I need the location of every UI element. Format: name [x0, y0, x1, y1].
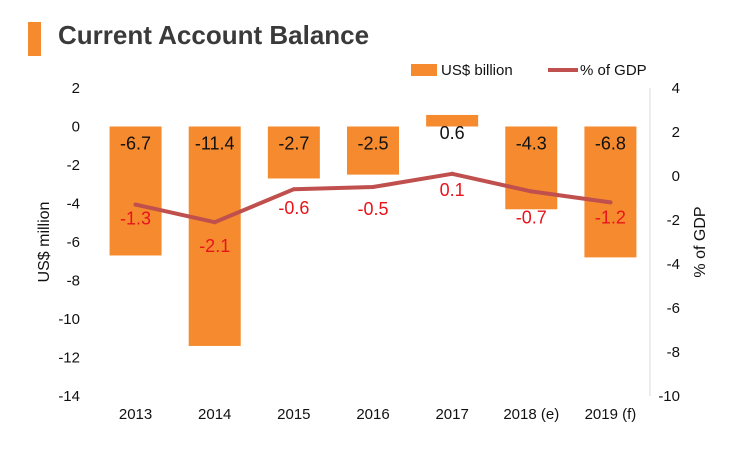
- y-left-tick-label: -14: [58, 388, 80, 405]
- y-right-tick-label: -8: [667, 344, 680, 361]
- bar-data-label: -11.4: [195, 134, 235, 154]
- gdp-point: [212, 220, 217, 225]
- x-tick-label: 2017: [435, 406, 468, 423]
- y-right-tick-label: -10: [658, 388, 680, 405]
- line-data-label: -0.6: [278, 198, 309, 218]
- y-left-tick-label: -10: [58, 311, 80, 328]
- line-data-label: -0.7: [516, 207, 547, 227]
- y-left-tick-label: -8: [67, 273, 80, 290]
- y-left-tick-label: 0: [72, 119, 80, 136]
- bar-2016: [347, 126, 399, 175]
- line-data-label: -0.5: [357, 199, 388, 219]
- chart-title: Current Account Balance: [58, 20, 370, 50]
- y-left-tick-label: -6: [67, 234, 80, 251]
- line-data-label: -2.1: [199, 236, 230, 256]
- gdp-point: [529, 189, 534, 194]
- bar-2019-f-: [584, 126, 637, 258]
- y-left-tick-label: -2: [67, 157, 80, 174]
- gdp-point: [133, 202, 138, 207]
- bar-data-label: -2.5: [357, 134, 388, 154]
- title-accent-bar: [28, 22, 41, 56]
- bar-data-label: -4.3: [516, 134, 547, 154]
- y-left-tick-label: 2: [72, 80, 80, 97]
- y-axis-right: 4 2 0 -2 -4 -6 -8 -10: [658, 80, 680, 405]
- line-data-label: -1.2: [595, 207, 626, 227]
- x-tick-label: 2015: [277, 406, 310, 423]
- x-tick-label: 2013: [119, 406, 152, 423]
- bar-2017: [426, 114, 479, 127]
- legend-label-bar: US$ billion: [441, 62, 513, 79]
- bar-2014: [188, 126, 241, 346]
- bar-data-label: 0.6: [440, 123, 465, 143]
- bar-labels: -6.7 -11.4 -2.7 -2.5 0.6 -4.3 -6.8: [120, 123, 626, 154]
- x-tick-label: 2014: [198, 406, 231, 423]
- y-right-tick-label: 2: [672, 124, 680, 141]
- y-axis-left: 2 0 -2 -4 -6 -8 -10 -12 -14: [58, 80, 80, 405]
- y-left-tick-label: -12: [58, 350, 80, 367]
- bar-data-label: -6.7: [120, 134, 151, 154]
- line-data-label: 0.1: [440, 180, 465, 200]
- y-left-tick-label: -4: [67, 196, 80, 213]
- x-axis: 2013 2014 2015 2016 2017 2018 (e) 2019 (f): [119, 406, 636, 423]
- bar-data-label: -6.8: [595, 134, 626, 154]
- y-right-tick-label: -6: [667, 300, 680, 317]
- bar-series: [109, 114, 637, 346]
- y-right-tick-label: 0: [672, 168, 680, 185]
- gdp-point: [608, 200, 613, 205]
- y-axis-right-title: % of GDP: [692, 206, 709, 277]
- gdp-point: [450, 171, 455, 176]
- bar-2013: [109, 126, 162, 256]
- line-labels: -1.3 -2.1 -0.6 -0.5 0.1 -0.7 -1.2: [120, 180, 626, 256]
- bar-2015: [267, 126, 320, 179]
- x-tick-label: 2016: [356, 406, 389, 423]
- gdp-point: [291, 187, 296, 192]
- line-data-label: -1.3: [120, 209, 151, 229]
- y-right-tick-label: -4: [667, 256, 680, 273]
- line-series: [133, 171, 613, 225]
- legend-swatch-bar: [411, 64, 437, 76]
- bar-data-label: -2.7: [278, 134, 309, 154]
- y-axis-left-title: US$ million: [36, 202, 53, 283]
- y-right-tick-label: -2: [667, 212, 680, 229]
- x-tick-label: 2019 (f): [585, 406, 637, 423]
- x-tick-label: 2018 (e): [503, 406, 559, 423]
- gdp-point: [371, 185, 375, 189]
- legend: US$ billion % of GDP: [411, 62, 647, 79]
- legend-label-line: % of GDP: [580, 62, 647, 79]
- y-right-tick-label: 4: [672, 80, 680, 97]
